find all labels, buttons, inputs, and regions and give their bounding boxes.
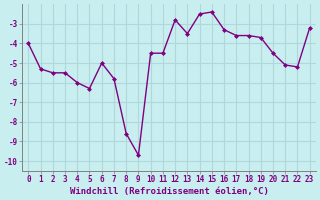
X-axis label: Windchill (Refroidissement éolien,°C): Windchill (Refroidissement éolien,°C) [69,187,268,196]
